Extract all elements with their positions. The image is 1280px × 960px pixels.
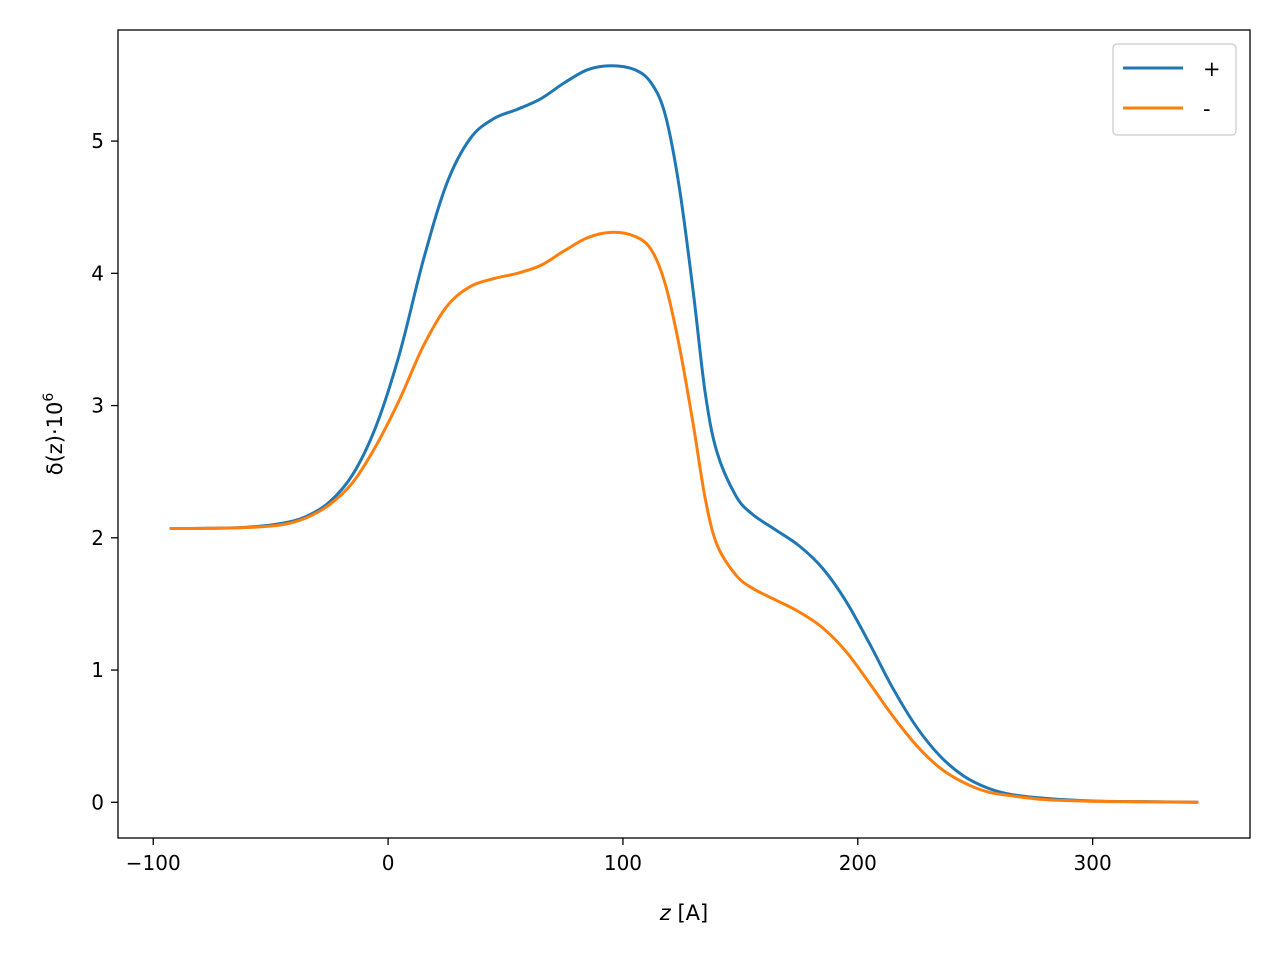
legend-label-minus: - bbox=[1203, 97, 1211, 121]
legend: + - bbox=[1112, 43, 1237, 136]
x-axis-label: z [A] bbox=[659, 901, 708, 925]
y-tick-label: 4 bbox=[91, 261, 104, 285]
x-tick-label: −100 bbox=[126, 851, 181, 875]
y-tick-label: 3 bbox=[91, 394, 104, 418]
y-axis: 0 1 2 3 4 5 bbox=[91, 129, 118, 814]
x-tick-label: 0 bbox=[382, 851, 395, 875]
x-tick-label: 300 bbox=[1074, 851, 1112, 875]
plot-frame bbox=[117, 29, 1251, 839]
legend-label-plus: + bbox=[1203, 57, 1221, 81]
y-axis-label: δ(z)·106 bbox=[41, 393, 67, 476]
y-tick-label: 0 bbox=[91, 790, 104, 814]
y-tick-label: 2 bbox=[91, 526, 104, 550]
x-tick-label: 100 bbox=[604, 851, 642, 875]
y-tick-label: 1 bbox=[91, 658, 104, 682]
x-tick-label: 200 bbox=[839, 851, 877, 875]
plot-background bbox=[118, 30, 1250, 838]
series-line-minus bbox=[169, 230, 1199, 804]
series-line-plus bbox=[169, 64, 1199, 804]
series-layer bbox=[169, 64, 1199, 804]
x-axis: −100 0 100 200 300 bbox=[126, 838, 1112, 875]
y-tick-label: 5 bbox=[91, 129, 104, 153]
